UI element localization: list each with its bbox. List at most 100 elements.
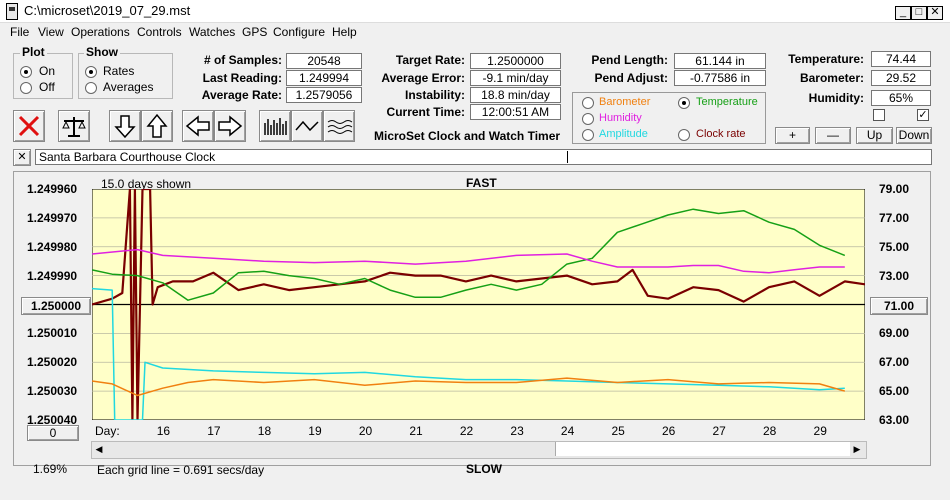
title-bar (0, 0, 950, 23)
sensor-checkbox-1[interactable] (873, 109, 885, 121)
show-rates-radio[interactable] (85, 66, 97, 78)
close-clock-button[interactable]: ✕ (13, 149, 31, 166)
pend-length-label: Pend Length: (591, 53, 668, 67)
left-tick-label: 1.249990 (27, 268, 78, 283)
rate-down-button[interactable] (109, 110, 141, 142)
menu-gps[interactable]: GPS (242, 25, 268, 39)
humidity-legend-label: Humidity (599, 112, 642, 124)
target-rate-value[interactable]: 1.2500000 (470, 53, 561, 69)
humidity-radio[interactable] (582, 113, 594, 125)
amplitude-legend-label: Amplitude (599, 128, 648, 140)
series-amplitude (92, 287, 845, 420)
left-tick-label: 1.249960 (27, 182, 78, 196)
offset-zero-button[interactable]: 0 (27, 425, 79, 441)
right-tick-label: 65.00 (878, 384, 909, 399)
clockrate-radio[interactable] (678, 129, 690, 141)
arrow-down-icon (114, 115, 136, 139)
maximize-button[interactable]: □ (911, 6, 927, 20)
barometer-label: Barometer: (799, 71, 864, 85)
scroll-right-button[interactable] (214, 110, 246, 142)
rate-up-button[interactable] (141, 110, 173, 142)
last-reading-value: 1.249994 (286, 70, 362, 86)
right-center-button[interactable]: 71.00 (870, 297, 928, 315)
clear-button[interactable] (13, 110, 45, 142)
scroll-left-button[interactable] (182, 110, 214, 142)
bars-view-button[interactable] (259, 110, 291, 142)
x-tick-label: 16 (156, 424, 171, 438)
close-window-button[interactable]: ✕ (927, 6, 943, 20)
scroll-thumb[interactable] (555, 442, 850, 456)
x-tick-label: 28 (763, 424, 777, 438)
average-error-label: Average Error: (381, 71, 465, 85)
menu-watches[interactable]: Watches (189, 25, 236, 39)
show-group-title: Show (84, 45, 120, 59)
pend-adjust-label: Pend Adjust: (594, 71, 668, 85)
right-tick-label: 63.00 (878, 413, 909, 427)
menu-view[interactable]: View (38, 25, 64, 39)
slow-label: SLOW (466, 462, 502, 476)
sensor-plus-button[interactable]: + (775, 127, 810, 144)
x-tick-label: 18 (257, 424, 272, 438)
clock-name-field[interactable]: Santa Barbara Courthouse Clock (35, 149, 932, 165)
average-rate-label: Average Rate: (201, 88, 282, 102)
barometer-value: 29.52 (871, 70, 931, 86)
series-legend (572, 92, 766, 144)
left-tick-label: 1.250010 (27, 326, 78, 341)
line-view-button[interactable] (291, 110, 323, 142)
left-tick-label: 1.250040 (27, 413, 78, 427)
menu-controls[interactable]: Controls (137, 25, 182, 39)
x-tick-label: 23 (510, 424, 524, 438)
pend-adjust-value[interactable]: -0.77586 in (674, 70, 766, 86)
rate-chart[interactable] (92, 189, 865, 420)
x-tick-label: 19 (308, 424, 322, 438)
samples-label: # of Samples: (203, 53, 282, 67)
x-tick-label: 25 (611, 424, 625, 438)
left-tick-label: 1.249970 (27, 210, 78, 225)
left-tick-label: 1.250030 (27, 384, 78, 399)
app-icon[interactable] (6, 3, 18, 20)
x-tick-label: 17 (207, 424, 221, 438)
balance-button[interactable] (58, 110, 90, 142)
show-averages-radio[interactable] (85, 82, 97, 94)
menu-file[interactable]: File (10, 25, 30, 39)
right-tick-label: 67.00 (878, 355, 909, 370)
line-wave-icon (295, 120, 319, 132)
scroll-left-arrow[interactable]: ◀ (95, 444, 103, 454)
smooth-view-button[interactable] (323, 110, 355, 142)
series-temperature (92, 208, 846, 301)
fast-label: FAST (466, 176, 497, 190)
series-clock-rate (92, 189, 865, 420)
temperature-radio[interactable] (678, 97, 690, 109)
average-error-value: -9.1 min/day (470, 70, 561, 86)
window-title: C:\microset\2019_07_29.mst (24, 3, 191, 18)
menu-configure[interactable]: Configure (273, 25, 326, 39)
x-tick-label: 20 (358, 424, 373, 438)
right-tick-label: 79.00 (878, 182, 909, 196)
plot-on-radio[interactable] (20, 66, 32, 78)
plot-off-radio[interactable] (20, 82, 32, 94)
days-shown: 15.0 days shown (101, 177, 192, 191)
x-tick-label: 27 (712, 424, 726, 438)
plot-on-label: On (39, 64, 56, 78)
right-tick-label: 73.00 (878, 268, 909, 283)
sensor-minus-button[interactable]: — (815, 127, 851, 144)
minimize-button[interactable]: _ (895, 6, 911, 20)
right-tick-label: 77.00 (878, 210, 909, 225)
instability-value: 18.8 min/day (470, 87, 561, 103)
sensor-down-button[interactable]: Down (896, 127, 932, 144)
x-tick-label: 21 (409, 424, 423, 438)
amplitude-radio[interactable] (582, 129, 594, 141)
barometer-radio[interactable] (582, 97, 594, 109)
arrow-left-icon (185, 115, 210, 137)
scale-icon (62, 117, 86, 137)
menu-operations[interactable]: Operations (71, 25, 130, 39)
right-tick-label: 69.00 (878, 326, 909, 341)
show-rates-label: Rates (103, 64, 135, 78)
sensor-up-button[interactable]: Up (856, 127, 893, 144)
center-rate-button[interactable]: 1.250000 (21, 297, 91, 315)
scroll-right-arrow[interactable]: ▶ (853, 444, 861, 454)
sensor-checkbox-2[interactable]: ✓ (917, 109, 929, 121)
left-tick-label: 1.249980 (27, 239, 78, 254)
menu-help[interactable]: Help (332, 25, 357, 39)
corner-percent: 1.69% (33, 462, 68, 476)
